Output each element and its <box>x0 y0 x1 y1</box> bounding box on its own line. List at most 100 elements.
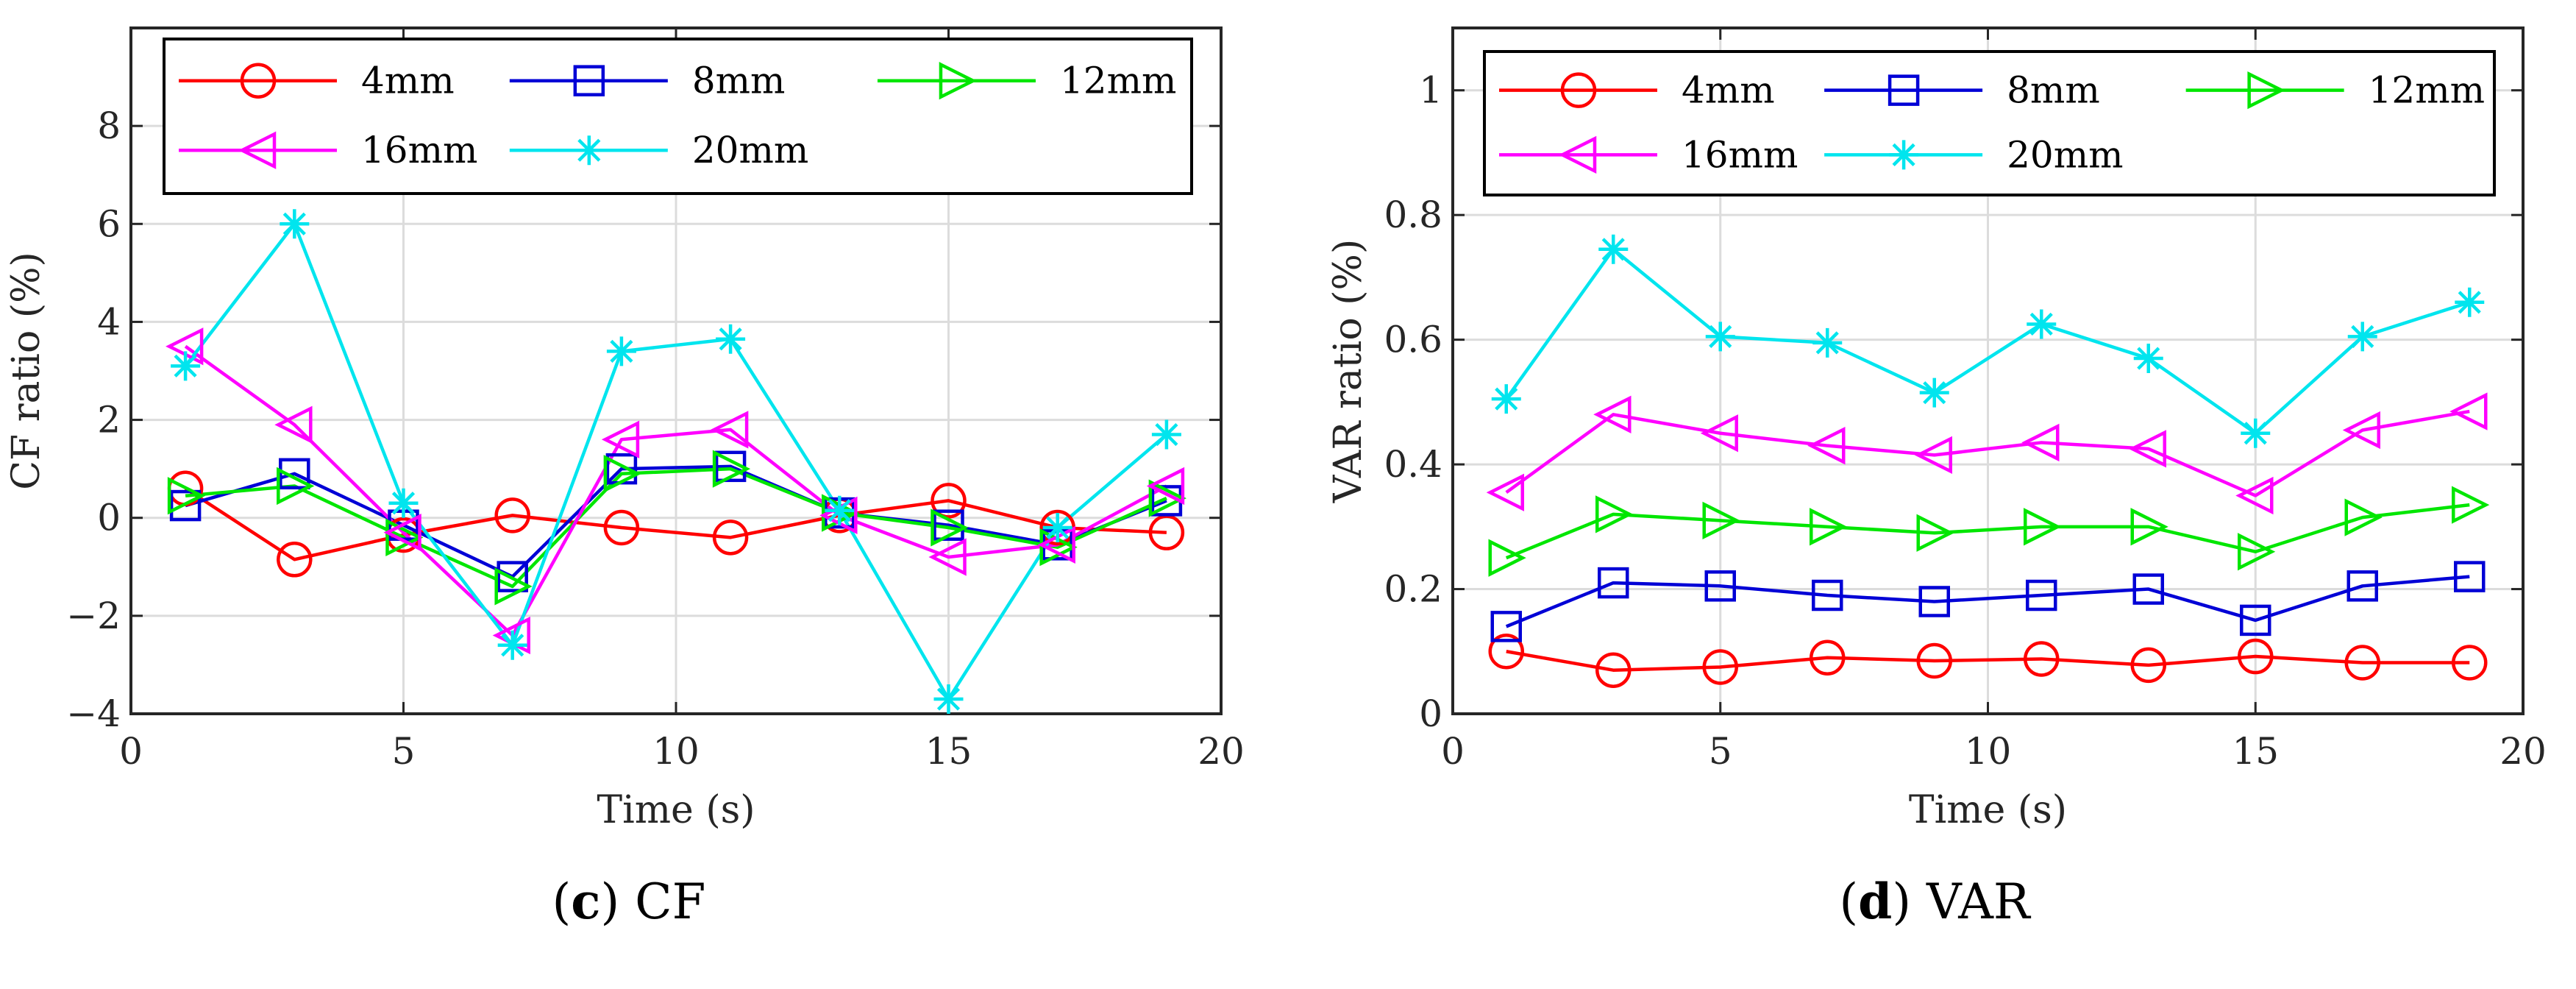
x-axis-label: Time (s) <box>597 788 755 832</box>
chart-panel-c: 0 5 10 15 20 −4 −2 0 2 4 6 8 Time (s) CF ratio (%) 4mm… <box>4 26 1245 930</box>
asterisk-marker <box>2455 287 2485 317</box>
legend-box <box>163 38 1193 195</box>
circle-marker <box>1810 639 1846 676</box>
series-markers-4mm <box>1488 634 2488 688</box>
triangle-right-marker <box>385 518 424 556</box>
square-marker <box>2026 579 2057 612</box>
asterisk-marker <box>1151 419 1181 450</box>
square-marker <box>279 458 310 490</box>
series-line-4mm <box>1506 650 2470 672</box>
y-tick-label: −4 <box>66 692 121 735</box>
triangle-left-marker <box>2342 411 2380 450</box>
square-marker <box>1812 579 1843 612</box>
x-tick-label: 5 <box>1709 730 1732 773</box>
series-line-16mm <box>184 344 1167 637</box>
triangle-right-marker <box>2024 508 2062 546</box>
triangle-left-marker <box>1700 414 1738 453</box>
y-tick-label: 2 <box>97 399 121 442</box>
circle-marker <box>1560 72 1597 108</box>
triangle-left-marker <box>2235 476 2274 515</box>
square-marker <box>2132 573 2164 605</box>
legend-item-4mm: 4mm <box>179 60 455 102</box>
triangle-right-marker <box>939 62 977 100</box>
legend-label: 12mm <box>1060 60 1176 102</box>
legend-item-16mm: 16mm <box>179 129 477 171</box>
circle-marker <box>1148 514 1185 550</box>
circle-marker <box>1488 634 1524 670</box>
asterisk-marker <box>280 209 310 239</box>
triangle-right-marker <box>1488 539 1526 577</box>
triangle-left-marker <box>711 411 749 449</box>
y-tick-label: 0.6 <box>1384 319 1442 361</box>
triangle-right-marker <box>1810 508 1848 546</box>
legend-item-12mm: 12mm <box>877 60 1176 102</box>
legend-label: 8mm <box>692 60 786 102</box>
circle-marker <box>2130 647 2166 684</box>
triangle-right-marker <box>1148 479 1186 517</box>
x-tick-label: 0 <box>119 730 143 773</box>
series-markers-16mm <box>166 327 1185 655</box>
legend-label: 8mm <box>2007 69 2100 112</box>
triangle-left-marker <box>601 420 640 458</box>
caption-panel-letter: c <box>571 873 600 930</box>
legend-label: 20mm <box>692 129 808 171</box>
triangle-right-marker <box>712 450 751 488</box>
asterisk-marker <box>933 684 964 714</box>
asterisk-marker <box>388 488 419 518</box>
y-tick-label: 0 <box>97 497 121 539</box>
caption-text: ) CF <box>600 873 705 930</box>
series-markers-20mm <box>171 209 1181 714</box>
series-line-16mm <box>1505 409 2470 497</box>
x-tick-label: 10 <box>1965 730 2012 773</box>
triangle-right-marker <box>2344 498 2383 536</box>
square-marker <box>1598 567 1629 599</box>
asterisk-marker <box>716 324 746 354</box>
asterisk-marker <box>574 135 604 166</box>
square-marker <box>1887 74 1920 106</box>
y-tick-label: 4 <box>97 300 121 343</box>
x-tick-label: 0 <box>1441 730 1465 773</box>
circle-marker <box>2024 641 2060 677</box>
legend-label: 12mm <box>2369 69 2485 112</box>
triangle-left-marker <box>238 131 277 169</box>
legend-label: 16mm <box>361 129 477 171</box>
legend-item-12mm: 12mm <box>2185 69 2485 112</box>
series-line-8mm <box>185 464 1167 578</box>
series-markers-16mm <box>1486 392 2488 515</box>
asterisk-marker <box>1491 384 1521 414</box>
series-group <box>166 209 1186 714</box>
circle-marker <box>1702 649 1738 685</box>
asterisk-marker <box>2347 322 2377 352</box>
triangle-left-marker <box>383 514 421 552</box>
triangle-left-marker <box>1146 467 1185 506</box>
circle-marker <box>1595 652 1632 688</box>
circle-marker <box>277 542 313 578</box>
asterisk-marker <box>1889 140 1919 170</box>
x-tick-label: 15 <box>925 730 972 773</box>
asterisk-marker <box>1705 322 1735 352</box>
triangle-right-marker <box>1702 501 1740 539</box>
caption-panel-letter: d <box>1858 873 1892 930</box>
series-line-20mm <box>184 222 1168 701</box>
legend-item-8mm: 8mm <box>509 60 786 102</box>
asterisk-marker <box>825 495 855 525</box>
legend-item-4mm: 4mm <box>1499 69 1775 112</box>
caption-open-paren: ( <box>552 873 572 930</box>
legend-label: 4mm <box>361 60 455 102</box>
triangle-right-marker <box>1595 495 1634 534</box>
triangle-left-marker <box>1807 427 1846 465</box>
series-line-4mm <box>184 486 1167 561</box>
legend-label: 20mm <box>2007 133 2123 176</box>
series-line-12mm <box>1505 503 2470 560</box>
legend-item-20mm: 20mm <box>1824 133 2124 176</box>
square-marker <box>2454 561 2486 592</box>
circle-marker <box>712 520 749 556</box>
triangle-left-marker <box>2449 392 2488 430</box>
square-marker <box>2240 604 2271 637</box>
x-axis-label: Time (s) <box>1909 788 2067 832</box>
asterisk-marker <box>1598 234 1629 264</box>
series-markers-12mm <box>1488 486 2490 577</box>
square-marker <box>497 561 528 592</box>
asterisk-marker <box>171 351 201 381</box>
